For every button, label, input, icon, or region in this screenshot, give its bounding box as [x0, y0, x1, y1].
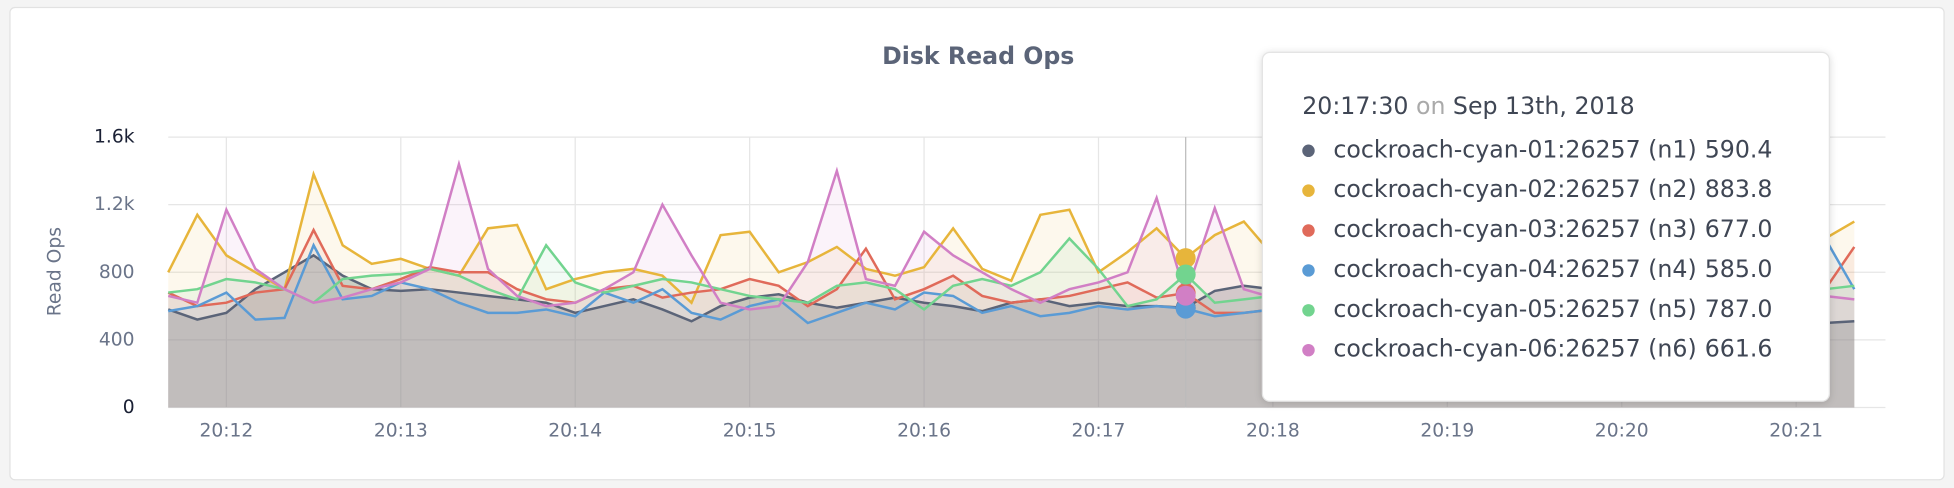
tooltip-value: 661.6: [1705, 335, 1773, 363]
x-tick-label: 20:18: [1246, 421, 1300, 442]
y-tick-label: 1.2k: [94, 194, 135, 215]
tooltip-value: 883.8: [1705, 175, 1773, 203]
x-tick-label: 20:14: [548, 421, 602, 442]
legend-label: cockroach-cyan-04:26257 (n4): [1333, 255, 1696, 283]
tooltip-value: 585.0: [1705, 255, 1773, 283]
x-tick-label: 20:17: [1072, 421, 1126, 442]
legend-swatch: [1302, 224, 1315, 237]
legend-swatch: [1302, 343, 1315, 357]
hover-marker: [1175, 248, 1196, 269]
y-tick-label: 0: [123, 397, 135, 418]
x-tick-label: 20:19: [1420, 421, 1474, 442]
legend-label: cockroach-cyan-06:26257 (n6): [1333, 335, 1696, 363]
tooltip-text: on: [1416, 92, 1445, 120]
x-tick-label: 20:20: [1595, 421, 1649, 442]
tooltip: 20:17:30 on Sep 13th, 2018 cockroach-cyan-0…: [1261, 51, 1831, 402]
legend-label: cockroach-cyan-05:26257 (n5): [1333, 295, 1696, 323]
legend-label: cockroach-cyan-03:26257 (n3): [1333, 215, 1696, 243]
legend-swatch: [1302, 264, 1315, 277]
hover-marker: [1175, 264, 1196, 285]
x-tick-label: 20:15: [723, 421, 777, 442]
hover-marker: [1175, 285, 1196, 306]
x-tick-label: 20:16: [897, 421, 951, 442]
y-tick-label: 400: [99, 329, 135, 350]
x-tick-label: 20:12: [199, 421, 253, 442]
tooltip-value: 787.0: [1705, 295, 1773, 323]
x-tick-label: 20:13: [374, 421, 428, 442]
x-tick-label: 20:21: [1769, 421, 1823, 442]
legend-label: cockroach-cyan-02:26257 (n2): [1333, 175, 1696, 203]
tooltip-text: Sep 13th, 2018: [1453, 92, 1635, 120]
legend-label: cockroach-cyan-01:26257 (n1): [1333, 135, 1696, 163]
legend-swatch: [1302, 184, 1315, 197]
y-tick-label: 1.6k: [94, 127, 135, 148]
y-axis-label: Read Ops: [44, 227, 65, 316]
tooltip-value: 590.4: [1705, 135, 1773, 163]
legend-swatch: [1302, 144, 1315, 158]
y-tick-label: 800: [99, 262, 135, 283]
tooltip-box: [1261, 51, 1831, 402]
legend-swatch: [1302, 304, 1315, 317]
tooltip-value: 677.0: [1705, 215, 1773, 243]
tooltip-header: 20:17:30 on Sep 13th, 2018: [1302, 92, 1634, 120]
tooltip-text: 20:17:30: [1302, 92, 1408, 120]
chart-title: Disk Read Ops: [882, 42, 1074, 70]
